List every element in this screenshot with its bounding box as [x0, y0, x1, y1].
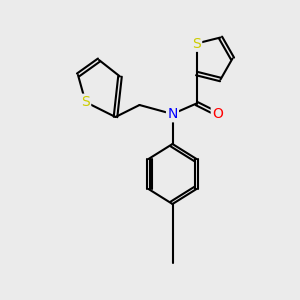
Text: N: N: [167, 107, 178, 121]
Text: S: S: [192, 37, 201, 50]
Text: S: S: [81, 95, 90, 109]
Text: O: O: [212, 107, 223, 121]
